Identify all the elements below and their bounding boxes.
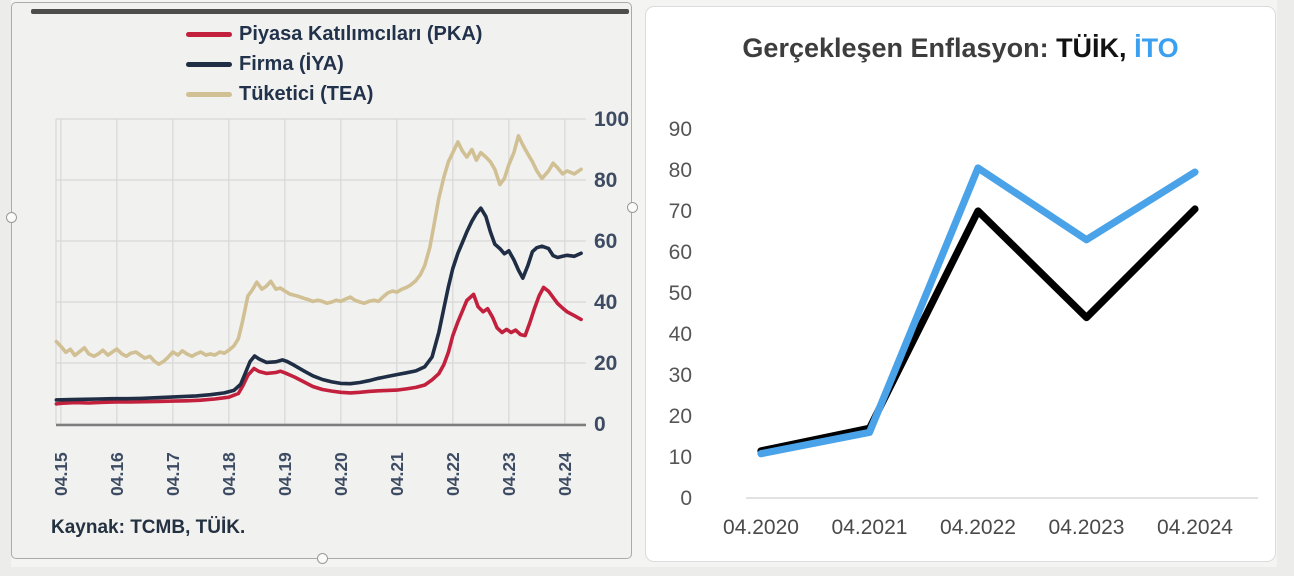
y-axis-label: 60 — [594, 230, 617, 253]
legend-item: Tüketici (TEA) — [186, 79, 482, 109]
x-axis-label: 04.24 — [555, 452, 575, 496]
chart-top-border — [31, 9, 629, 14]
x-axis-label: 04.16 — [107, 452, 127, 496]
page-edge-left — [0, 0, 11, 576]
y-axis-label: 90 — [669, 118, 692, 141]
y-axis-label: 80 — [669, 159, 692, 182]
selection-handle-left[interactable] — [6, 212, 17, 223]
selection-handle-bottom[interactable] — [317, 553, 328, 564]
x-axis-label: 04.2023 — [1049, 516, 1125, 539]
series-line — [757, 164, 1199, 458]
series-line — [54, 134, 583, 367]
left-chart-svg[interactable]: 0 20 40 60 80 100 04.15 04.16 04.17 04.18 04.19 04.… — [12, 3, 631, 558]
y-axis-label: 50 — [669, 282, 692, 305]
right-chart-svg[interactable]: 0 10 20 30 40 50 60 70 80 90 04.2020 04.2021 04.2022… — [646, 7, 1275, 561]
y-axis-label: 80 — [594, 169, 617, 192]
title-ito: İTO — [1126, 33, 1179, 63]
right-chart-title: Gerçekleşen Enflasyon: TÜİK, İTO — [646, 33, 1275, 64]
legend-swatch-pka — [186, 31, 232, 37]
x-axis-label: 04.17 — [163, 452, 183, 496]
legend-swatch-tea — [186, 91, 232, 97]
legend-item-label: Firma (İYA) — [239, 52, 344, 75]
y-axis-label: 20 — [594, 352, 617, 375]
x-axis-label: 04.19 — [275, 452, 295, 496]
y-axis-label: 40 — [594, 291, 617, 314]
left-chart-legend: Piyasa Katılımcıları (PKA) Firma (İYA) T… — [186, 19, 482, 109]
page-edge-right — [1277, 0, 1294, 576]
title-prefix: Gerçekleşen Enflasyon: — [742, 33, 1057, 63]
page-edge-bottom — [0, 567, 1294, 576]
y-axis-label: 100 — [594, 108, 629, 131]
legend-item: Piyasa Katılımcıları (PKA) — [186, 19, 482, 49]
y-axis-label: 0 — [594, 413, 606, 436]
source-note: Kaynak: TCMB, TÜİK. — [51, 517, 246, 538]
y-axis-label: 20 — [669, 405, 692, 428]
y-axis-label: 30 — [669, 364, 692, 387]
x-axis-label: 04.23 — [499, 452, 519, 496]
x-axis-label: 04.2024 — [1157, 516, 1233, 539]
left-chart-panel[interactable]: Piyasa Katılımcıları (PKA) Firma (İYA) T… — [6, 2, 638, 564]
x-axis-label: 04.20 — [331, 452, 351, 496]
x-axis-label: 04.22 — [443, 452, 463, 496]
y-axis-label: 70 — [669, 200, 692, 223]
y-axis-label: 0 — [680, 487, 692, 510]
series-line — [757, 205, 1199, 455]
selection-handle-right[interactable] — [627, 202, 638, 213]
legend-item: Firma (İYA) — [186, 49, 482, 79]
x-axis-label: 04.21 — [387, 452, 407, 496]
x-axis-label: 04.18 — [219, 452, 239, 496]
x-axis-label: 04.2022 — [940, 516, 1016, 539]
x-axis-label: 04.15 — [51, 452, 71, 496]
series-line — [54, 285, 583, 406]
legend-swatch-iya — [186, 61, 232, 67]
right-chart-panel[interactable]: Gerçekleşen Enflasyon: TÜİK, İTO 0 10 20 30… — [645, 6, 1276, 562]
y-axis-label: 10 — [669, 446, 692, 469]
legend-item-label: Piyasa Katılımcıları (PKA) — [239, 22, 483, 45]
y-axis-label: 40 — [669, 323, 692, 346]
title-tuik: TÜİK, — [1056, 33, 1127, 63]
legend-item-label: Tüketici (TEA) — [239, 82, 374, 105]
y-axis-label: 60 — [669, 241, 692, 264]
x-axis-label: 04.2020 — [723, 516, 799, 539]
x-axis-label: 04.2021 — [832, 516, 908, 539]
series-line — [54, 206, 583, 402]
